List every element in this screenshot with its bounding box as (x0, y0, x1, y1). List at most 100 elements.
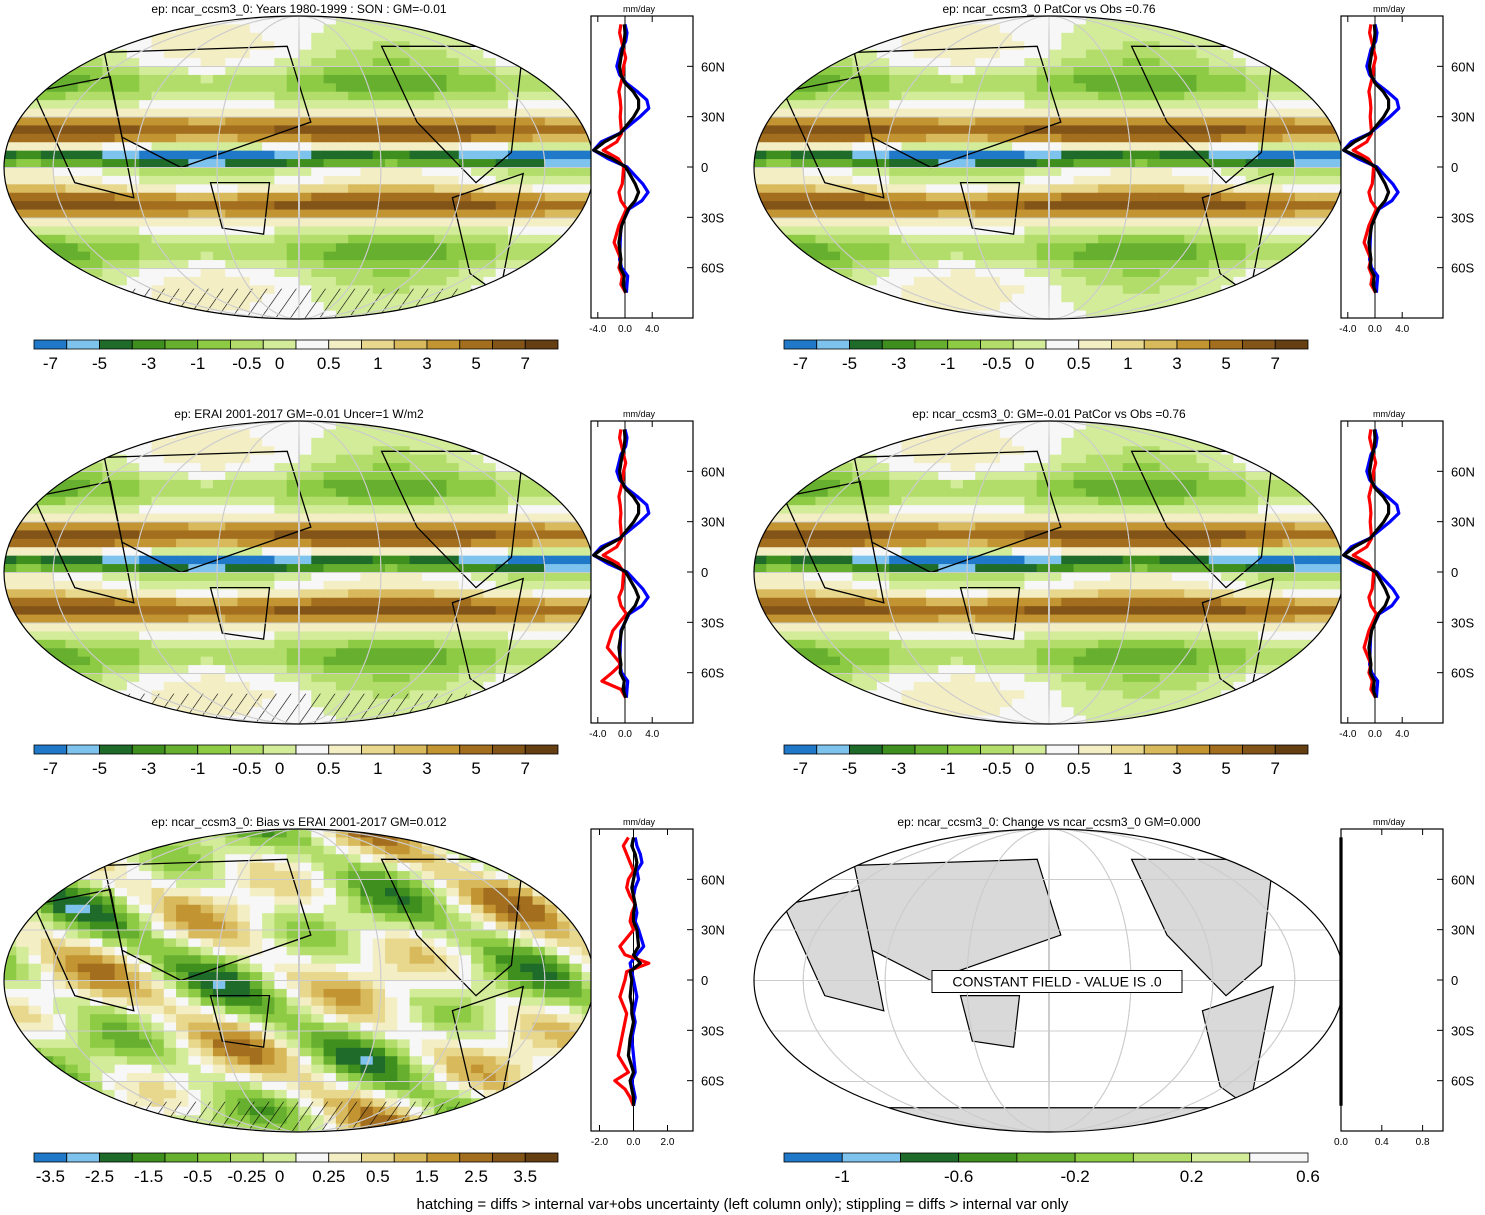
field-cell (520, 125, 534, 135)
field-cell (299, 614, 312, 624)
field-cell (1085, 32, 1099, 42)
field-cell (1085, 293, 1099, 303)
field-cell (126, 496, 140, 506)
field-cell (126, 555, 140, 565)
field-cell (1036, 192, 1050, 202)
field-cell (151, 243, 165, 253)
field-cell (421, 226, 435, 236)
field-cell (28, 117, 42, 127)
field-cell (889, 66, 903, 76)
field-cell (262, 49, 276, 59)
field-cell (1098, 226, 1112, 236)
field-cell (421, 167, 435, 177)
field-cell (1171, 117, 1185, 127)
field-cell (249, 226, 263, 236)
field-cell (803, 310, 817, 319)
field-cell (188, 276, 202, 286)
field-cell (458, 429, 472, 439)
field-cell (262, 268, 276, 278)
field-cell (471, 117, 484, 127)
field-cell (1098, 184, 1112, 194)
field-cell (77, 108, 91, 118)
field-cell (434, 606, 448, 616)
field-cell (458, 471, 472, 481)
field-cell (544, 100, 558, 110)
field-cell (28, 83, 42, 93)
field-cell (557, 538, 571, 548)
field-cell (212, 243, 226, 253)
field-cell (274, 555, 288, 565)
field-cell (557, 530, 571, 540)
field-cell (458, 209, 472, 219)
field-cell (237, 597, 251, 607)
field-cell (840, 310, 853, 319)
field-cell (1073, 49, 1087, 59)
field-cell (176, 66, 189, 76)
field-cell (176, 192, 189, 202)
field-cell (397, 496, 411, 506)
field-cell (1294, 100, 1308, 110)
field-cell (962, 83, 976, 93)
field-cell (852, 74, 866, 84)
field-cell (1171, 74, 1185, 84)
field-cell (311, 100, 325, 110)
field-cell (1061, 201, 1075, 211)
field-cell (569, 260, 583, 270)
field-cell (4, 589, 17, 599)
field-cell (876, 251, 890, 261)
field-cell (139, 648, 153, 658)
field-cell (1098, 100, 1112, 110)
field-cell (1221, 293, 1234, 303)
field-cell (40, 513, 54, 523)
field-cell (225, 496, 239, 506)
field-cell (409, 133, 423, 143)
field-cell (40, 74, 54, 84)
field-cell (569, 243, 583, 253)
field-cell (65, 159, 79, 169)
field-cell (212, 496, 226, 506)
field-cell (53, 142, 67, 152)
field-cell (815, 108, 829, 118)
field-cell (237, 429, 251, 439)
field-cell (348, 555, 362, 565)
field-cell (483, 555, 497, 565)
field-cell (40, 614, 54, 624)
field-cell (274, 159, 288, 169)
field-cell (495, 41, 509, 51)
field-cell (335, 421, 349, 431)
field-cell (372, 58, 386, 68)
field-cell (1036, 58, 1050, 68)
field-cell (557, 218, 571, 228)
field-cell (311, 175, 325, 185)
field-cell (372, 454, 386, 464)
field-cell (421, 589, 435, 599)
field-cell (348, 66, 362, 76)
field-cell (53, 421, 67, 431)
field-cell (77, 488, 91, 498)
field-cell (262, 648, 276, 658)
field-cell (299, 597, 312, 607)
field-cell (1184, 192, 1198, 202)
field-cell (139, 606, 153, 616)
field-cell (1208, 150, 1222, 160)
field-cell (1270, 209, 1284, 219)
field-cell (471, 150, 484, 160)
field-cell (311, 547, 325, 557)
field-cell (139, 125, 153, 135)
field-cell (1245, 125, 1259, 135)
field-cell (102, 522, 116, 532)
field-cell (77, 184, 91, 194)
field-cell (1147, 167, 1161, 177)
field-cell (950, 251, 964, 261)
field-cell (372, 243, 386, 253)
field-cell (1196, 302, 1210, 312)
field-cell (827, 74, 841, 84)
field-cell (286, 117, 300, 127)
field-cell (938, 117, 952, 127)
field-cell (4, 159, 17, 169)
field-cell (1221, 32, 1234, 42)
field-cell (1270, 117, 1284, 127)
field-cell (754, 175, 767, 185)
field-cell (163, 32, 177, 42)
field-cell (397, 656, 411, 666)
